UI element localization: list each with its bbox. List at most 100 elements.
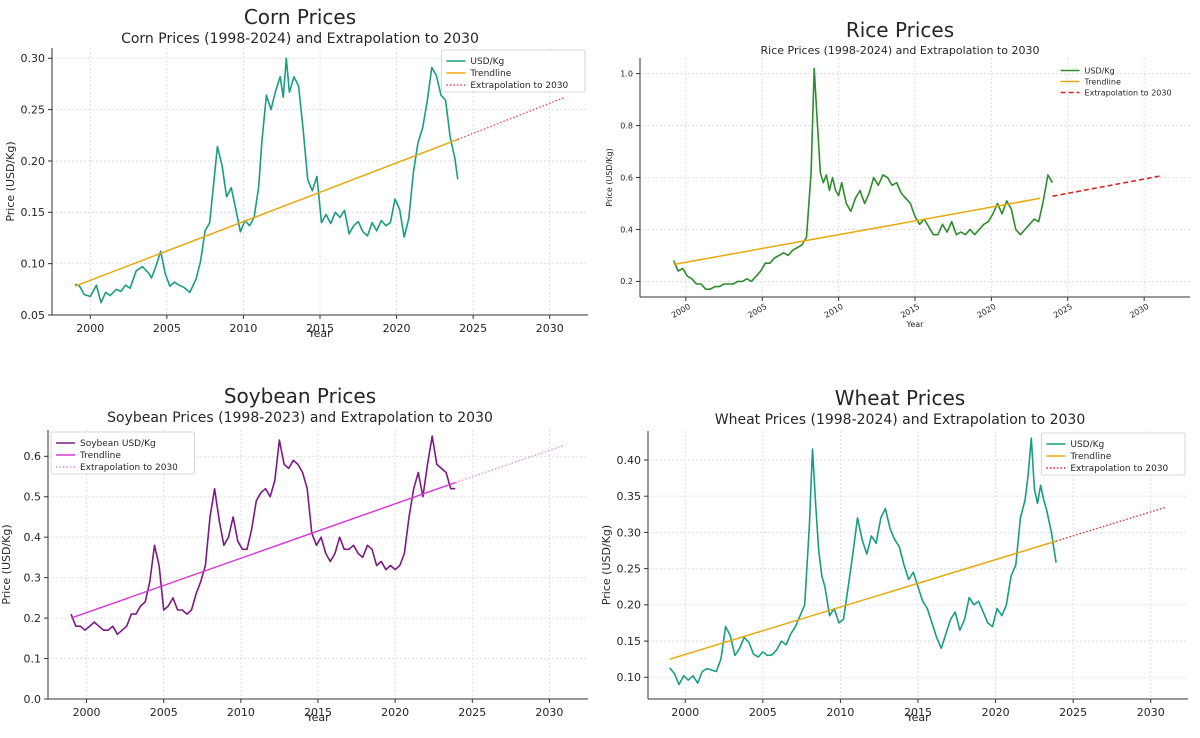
x-tick-label: 2010 (229, 322, 257, 335)
y-axis-label: Price (USD/Kg) (0, 524, 13, 604)
x-tick-label: 2015 (904, 706, 932, 719)
x-tick-label: 2015 (304, 706, 332, 719)
corn-chart-title: Corn Prices (1998-2024) and Extrapolatio… (121, 31, 479, 47)
grid (48, 430, 588, 700)
y-axis-label: Price (USD/Kg) (4, 141, 17, 221)
y-tick-label: 0.15 (617, 635, 642, 648)
y-tick-label: 0.6 (24, 450, 42, 463)
x-tick-label: 2030 (1137, 706, 1165, 719)
x-axis-label: Year (307, 327, 332, 340)
x-axis-label: Year (906, 320, 925, 329)
soybean-heading: Soybean Prices (223, 384, 377, 408)
y-tick-label: 0.4 (24, 531, 42, 544)
corn-heading: Corn Prices (243, 5, 357, 29)
rice-chart-title: Rice Prices (1998-2024) and Extrapolatio… (760, 44, 1040, 57)
y-tick-label: 0.25 (617, 562, 642, 575)
rice-series-actual (672, 67, 1054, 291)
x-tick-label: 2000 (76, 322, 104, 335)
y-tick-label: 0.10 (21, 258, 46, 271)
x-tick-label: 2020 (975, 302, 997, 320)
soybean-series-extrap (455, 444, 566, 484)
legend-label: USD/Kg (470, 57, 504, 67)
x-tick-label: 2005 (153, 322, 181, 335)
x-tick-label: 2030 (535, 706, 563, 719)
legend-label: Trendline (1084, 77, 1121, 86)
legend-label: Extrapolation to 2030 (80, 463, 178, 473)
y-tick-label: 0.8 (620, 121, 633, 130)
wheat-series-trend (669, 540, 1057, 660)
x-tick-label: 2025 (458, 706, 486, 719)
x-axis-label: Year (305, 711, 330, 724)
y-tick-label: 0.4 (620, 225, 633, 234)
x-axis-label: Year (905, 711, 930, 724)
x-tick-label: 2025 (1052, 302, 1074, 320)
legend: USD/Kg Trendline Extrapolation to 2030 (440, 49, 586, 93)
corn-chart-panel: Corn Prices Corn Prices (1998-2024) and … (0, 0, 600, 369)
rice-chart: 2000 2005 2010 2015 2020 2025 2030 0.2 0.4 0.6 0.8… (605, 58, 1190, 329)
corn-series-trend (74, 138, 459, 287)
legend-box (1040, 432, 1186, 476)
x-tick-label: 2010 (826, 706, 854, 719)
legend-label: Trendline (1069, 452, 1111, 462)
x-tick-label: 2010 (227, 706, 255, 719)
legend-label: USD/Kg (1070, 440, 1104, 450)
wheat-chart: 2000 2005 2010 2015 2020 2025 2030 0.10 0.15 0.20… (600, 431, 1188, 724)
y-tick-label: 0.35 (617, 490, 642, 503)
wheat-chart-panel: Wheat Prices Wheat Prices (1998-2024) an… (600, 369, 1200, 738)
legend-label: Soybean USD/Kg (80, 439, 156, 449)
y-tick-label: 0.2 (24, 612, 42, 625)
rice-heading: Rice Prices (845, 18, 955, 42)
soybean-chart: 2000 2005 2010 2015 2020 2025 2030 0.0 0.1 0.2 0.3… (0, 430, 588, 724)
y-tick-label: 0.1 (24, 652, 42, 665)
y-tick-label: 0.20 (21, 155, 46, 168)
x-tick-label: 2000 (671, 706, 699, 719)
legend-label: USD/Kg (1085, 66, 1115, 75)
legend: USD/Kg Trendline Extrapolation to 2030 (1040, 432, 1186, 476)
legend: USD/Kg Trendline Extrapolation to 2030 (1060, 66, 1172, 97)
y-tick-label: 0.15 (21, 206, 46, 219)
legend: Soybean USD/Kg Trendline Extrapolation to … (50, 431, 196, 475)
y-axis-label: Price (USD/Kg) (600, 525, 613, 605)
x-tick-label: 2020 (982, 706, 1010, 719)
x-tick-label: 2025 (1059, 706, 1087, 719)
y-tick-label: 0.6 (620, 173, 633, 182)
x-tick-label: 2005 (746, 302, 768, 320)
x-tick-label: 2020 (383, 322, 411, 335)
rice-chart-panel: Rice Prices Rice Prices (1998-2024) and … (600, 0, 1200, 369)
x-tick-label: 2025 (459, 322, 487, 335)
x-tick-label: 2000 (670, 302, 692, 320)
y-tick-label: 1.0 (620, 69, 633, 78)
x-tick-label: 2030 (536, 322, 564, 335)
x-tick-label: 2005 (150, 706, 178, 719)
soybean-chart-title: Soybean Prices (1998-2023) and Extrapola… (107, 410, 493, 426)
soybean-series-actual (70, 435, 456, 636)
x-tick-label: 2030 (1128, 302, 1150, 320)
y-tick-label: 0.10 (617, 671, 642, 684)
rice-series-trend (673, 197, 1041, 266)
legend-box (50, 431, 196, 475)
legend-box (440, 49, 586, 93)
y-tick-label: 0.30 (617, 526, 642, 539)
legend-label: Extrapolation to 2030 (1085, 88, 1172, 97)
wheat-series-actual (669, 437, 1057, 686)
corn-series-extrap (457, 96, 566, 141)
x-tick-label: 2010 (823, 302, 845, 320)
soybean-series-trend (70, 481, 456, 619)
legend-label: Extrapolation to 2030 (1070, 464, 1168, 474)
x-tick-label: 2000 (73, 706, 101, 719)
y-tick-label: 0.5 (24, 491, 42, 504)
y-tick-label: 0.05 (21, 309, 46, 322)
soybean-chart-panel: Soybean Prices Soybean Prices (1998-2023… (0, 369, 600, 738)
x-tick-label: 2020 (381, 706, 409, 719)
x-tick-label: 2005 (749, 706, 777, 719)
y-tick-label: 0.20 (617, 599, 642, 612)
y-tick-label: 0.2 (620, 277, 633, 286)
y-axis-label: Price (USD/Kg) (605, 148, 614, 206)
corn-series-actual (74, 57, 459, 304)
rice-series-extrap (1052, 175, 1160, 197)
wheat-heading: Wheat Prices (834, 386, 966, 410)
y-tick-label: 0.40 (617, 454, 642, 467)
y-tick-label: 0.30 (21, 52, 46, 65)
wheat-series-extrap (1055, 506, 1167, 542)
x-tick-label: 2015 (899, 302, 921, 320)
